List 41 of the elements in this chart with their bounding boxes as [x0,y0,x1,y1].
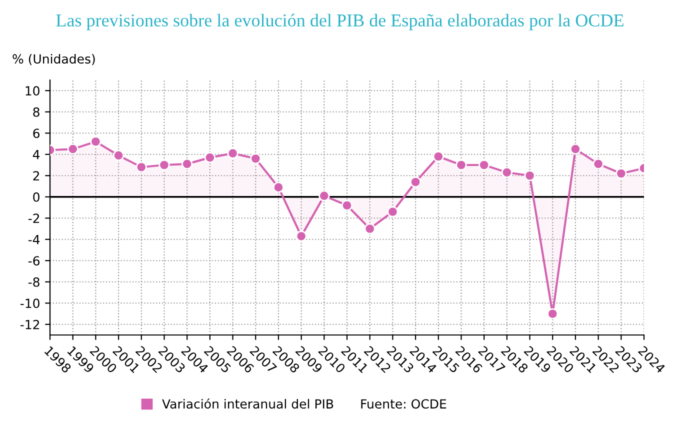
point [547,308,558,320]
y-tick-label: -10 [20,298,40,308]
y-tick-label: -8 [28,277,40,287]
point [182,158,193,170]
point [112,150,124,161]
point [456,159,467,171]
y-tick-label: 10 [26,86,40,96]
legend-label: Variación interanual del PIB [162,398,334,409]
y-tick-label: 8 [33,107,40,117]
point [501,166,512,178]
chart-title: Las previsiones sobre la evolución del PIB de España elaboradas por la OCDE [56,14,624,30]
point [570,144,582,155]
point [364,223,376,234]
point [272,182,284,193]
y-tick-label: -6 [28,256,40,266]
y-tick-label: 6 [33,128,40,138]
point [250,153,262,164]
point [158,159,170,171]
y-axis-title: % (Unidades) [12,54,95,66]
y-tick-label: 4 [32,150,40,160]
point [478,159,490,171]
point [432,150,444,162]
point [90,136,102,148]
point [387,206,398,218]
point [341,200,353,211]
y-tick-label: -12 [20,320,40,330]
y-tick-label: -2 [28,214,40,223]
y-tick-label: 0 [33,192,40,202]
point [204,152,216,164]
point [592,158,604,170]
y-tick-label: 2 [33,171,40,180]
point [67,144,78,155]
point [227,148,238,159]
source-note: Fuente: OCDE [361,399,446,409]
point [136,162,147,173]
y-tick-label: -4 [28,235,40,244]
point [524,170,536,182]
point [616,168,627,180]
point [410,176,422,188]
point [318,190,330,202]
point [296,230,307,242]
